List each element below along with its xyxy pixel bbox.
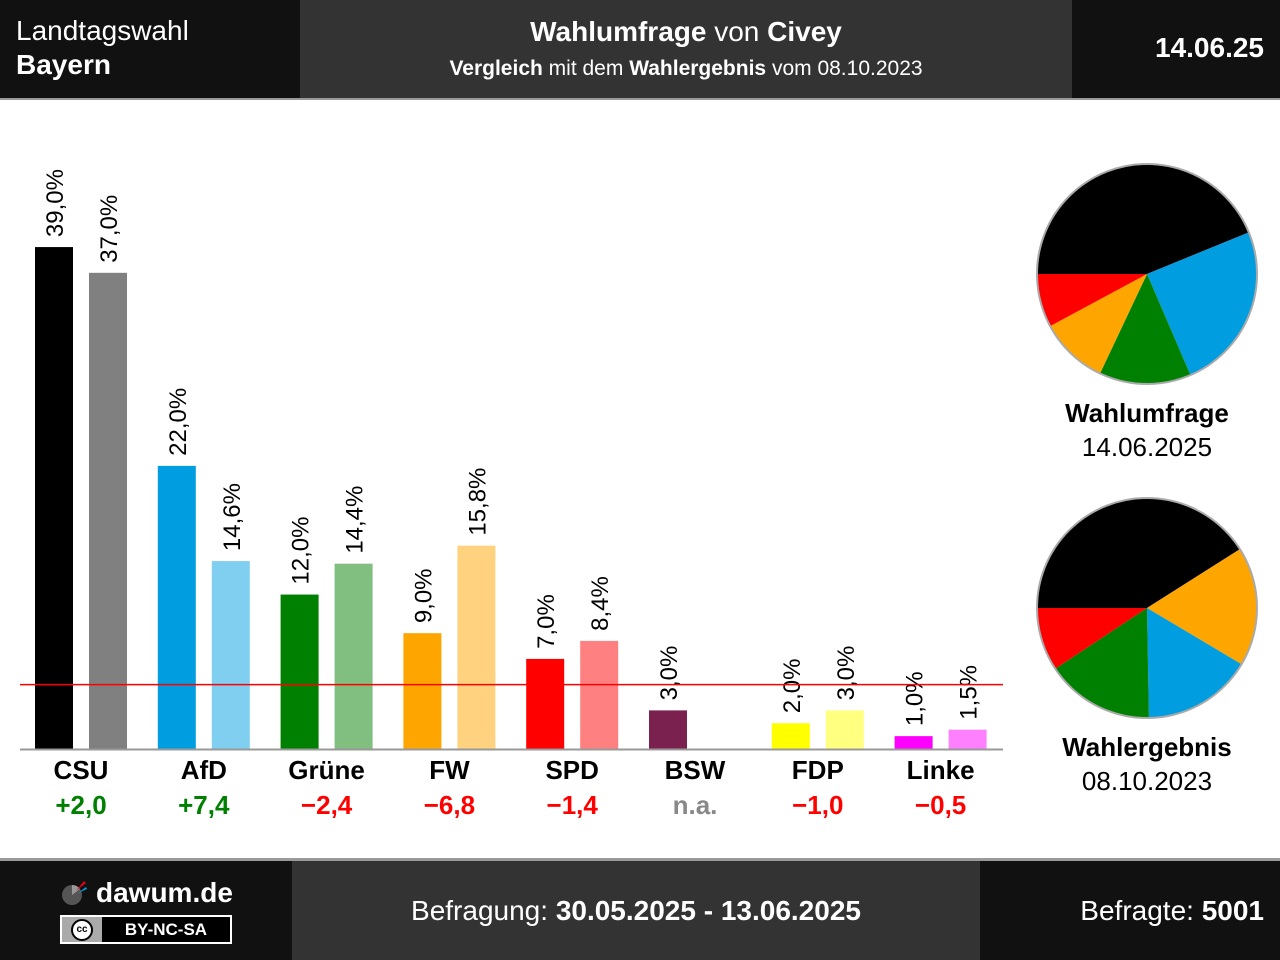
category-label-AfD: AfD	[181, 755, 227, 785]
bar-poll-Grüne	[280, 594, 319, 749]
footer-brand: dawum.de cc BY-NC-SA	[0, 861, 292, 960]
header-divider	[0, 98, 1280, 100]
pie-slice-1-SPD	[1037, 608, 1147, 669]
diff-label-SPD: −1,4	[547, 790, 599, 820]
election-label: Landtagswahl Bayern	[0, 0, 300, 98]
category-label-BSW: BSW	[665, 755, 726, 785]
bar-poll-FW	[403, 633, 442, 749]
category-label-CSU: CSU	[54, 755, 109, 785]
label-poll-CSU: 39,0%	[42, 169, 69, 237]
label-result-FW: 15,8%	[464, 468, 491, 536]
bar-poll-AfD	[157, 465, 196, 749]
label-poll-FW: 9,0%	[410, 568, 437, 623]
pie-caption-1: Wahlergebnis	[1062, 732, 1232, 762]
bar-result-FW	[457, 545, 496, 749]
label-result-Linke: 1,5%	[956, 665, 983, 720]
license-badge[interactable]: cc BY-NC-SA	[60, 915, 232, 944]
bar-result-Linke	[948, 729, 987, 749]
pie-slice-0-SPD	[1037, 274, 1147, 327]
label-result-Grüne: 14,4%	[342, 486, 369, 554]
diff-label-FW: −6,8	[424, 790, 475, 820]
bar-poll-Linke	[894, 736, 933, 749]
diff-label-CSU: +2,0	[55, 790, 106, 820]
pie-slice-1-FW	[1147, 549, 1257, 665]
dawum-logo-icon	[62, 881, 87, 905]
category-label-Linke: Linke	[907, 755, 975, 785]
subtitle-date: vom 08.10.2023	[766, 57, 923, 80]
cc-icon: cc	[62, 917, 102, 942]
header-date: 14.06.25	[1072, 0, 1280, 98]
pie-date-1: 08.10.2023	[1082, 766, 1212, 796]
category-label-Grüne: Grüne	[288, 755, 365, 785]
page-title: Wahlumfrage von Civey Vergleich mit dem …	[300, 0, 1072, 98]
label-result-SPD: 8,4%	[587, 576, 614, 631]
election-region: Bayern	[16, 49, 111, 80]
respondents-label: Befragte:	[1080, 895, 1202, 926]
subtitle-compare: Vergleich	[449, 57, 543, 80]
label-result-AfD: 14,6%	[219, 483, 246, 551]
survey-period: Befragung: 30.05.2025 - 13.06.2025	[292, 861, 980, 960]
subtitle-mid: mit dem	[542, 57, 630, 80]
pie-slice-0-Grüne	[1100, 274, 1191, 384]
bar-poll-SPD	[526, 658, 565, 749]
pie-outline-1	[1036, 497, 1258, 719]
label-poll-AfD: 22,0%	[165, 388, 192, 456]
diff-label-FDP: −1,0	[792, 790, 843, 820]
election-type: Landtagswahl	[16, 15, 189, 46]
license-text: BY-NC-SA	[102, 917, 230, 942]
header-bar: Landtagswahl Bayern Wahlumfrage von Cive…	[0, 0, 1280, 98]
survey-period-label: Befragung:	[411, 895, 556, 926]
bar-result-Grüne	[334, 563, 373, 749]
title-poll: Wahlumfrage	[530, 16, 707, 47]
footer-divider	[0, 858, 1280, 861]
bar-result-FDP	[825, 710, 864, 749]
pie-outline-0	[1036, 163, 1258, 385]
survey-period-value: 30.05.2025 - 13.06.2025	[555, 895, 861, 926]
diff-label-BSW: n.a.	[673, 790, 718, 820]
pie-slice-0-AfD	[1147, 232, 1258, 376]
bar-result-AfD	[211, 561, 250, 749]
title-von: von	[706, 16, 768, 47]
bar-poll-CSU	[35, 247, 73, 749]
bar-poll-FDP	[771, 723, 810, 749]
subtitle-result: Wahlergebnis	[629, 57, 767, 80]
diff-label-Linke: −0,5	[915, 790, 966, 820]
label-poll-FDP: 2,0%	[779, 659, 806, 714]
pie-slice-1-CSU	[1037, 498, 1240, 608]
chart: 39,0% 37,0% CSU +2,0 22,0% 14,6% AfD +7,4 12,0% 1…	[20, 163, 1258, 820]
diff-label-AfD: +7,4	[178, 790, 230, 820]
title-institute: Civey	[767, 16, 842, 47]
bar-result-SPD	[580, 640, 619, 749]
footer-bar: dawum.de cc BY-NC-SA Befragung: 30.05.20…	[0, 861, 1280, 960]
pie-slice-1-Grüne	[1055, 608, 1149, 718]
pie-date-0: 14.06.2025	[1082, 432, 1212, 462]
site-logo[interactable]: dawum.de	[60, 877, 233, 909]
label-result-CSU: 37,0%	[96, 195, 123, 263]
label-poll-Linke: 1,0%	[902, 671, 929, 726]
pie-slice-0-CSU	[1037, 163, 1249, 274]
site-name: dawum.de	[96, 877, 233, 908]
label-poll-SPD: 7,0%	[533, 594, 560, 649]
category-label-FW: FW	[429, 755, 470, 785]
respondents-value: 5001	[1201, 895, 1264, 926]
diff-label-Grüne: −2,4	[301, 790, 353, 820]
label-poll-Grüne: 12,0%	[288, 516, 315, 584]
bar-result-CSU	[89, 272, 127, 749]
pie-slice-0-FW	[1050, 274, 1147, 374]
cc-symbol: cc	[71, 918, 93, 941]
bar-poll-BSW	[649, 710, 687, 749]
category-label-FDP: FDP	[792, 755, 844, 785]
label-poll-BSW: 3,0%	[656, 646, 683, 701]
pie-slice-1-AfD	[1147, 608, 1242, 718]
respondents: Befragte: 5001	[980, 861, 1280, 960]
category-label-SPD: SPD	[545, 755, 598, 785]
label-result-FDP: 3,0%	[833, 646, 860, 701]
pie-caption-0: Wahlumfrage	[1065, 398, 1229, 428]
